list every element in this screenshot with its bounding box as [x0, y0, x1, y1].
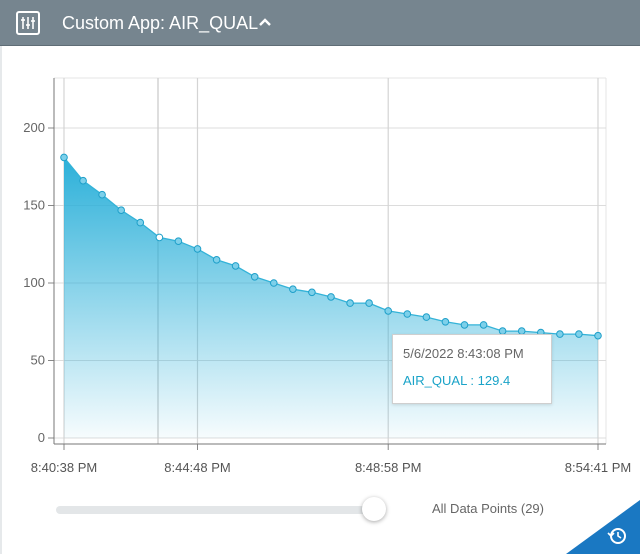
data-point	[327, 293, 335, 301]
data-point	[365, 299, 373, 307]
data-point	[384, 307, 393, 315]
data-point	[60, 153, 68, 162]
data-point	[479, 321, 488, 329]
data-point	[556, 330, 564, 338]
data-point	[270, 279, 278, 287]
data-tooltip: 5/6/2022 8:43:08 PM AIR_QUAL : 129.4	[392, 334, 552, 404]
data-point	[231, 262, 240, 270]
data-point	[460, 321, 469, 329]
data-points-slider[interactable]	[56, 506, 376, 514]
sliders-icon[interactable]	[16, 11, 40, 35]
tooltip-date: 5/6/2022 8:43:08 PM	[403, 346, 524, 361]
data-point	[403, 310, 412, 318]
data-point	[212, 256, 221, 264]
slider-handle[interactable]	[362, 497, 386, 521]
y-tick-label: 0	[38, 430, 45, 445]
app-header: Custom App: AIR_QUAL	[0, 0, 640, 46]
panel-border	[0, 46, 2, 554]
data-point	[594, 331, 602, 340]
data-point	[346, 299, 354, 307]
data-point	[174, 237, 183, 245]
x-tick-label: 8:54:41 PM	[565, 460, 632, 475]
data-point	[289, 285, 297, 293]
data-point	[155, 233, 164, 242]
data-point	[79, 176, 87, 185]
x-tick-label: 8:40:38 PM	[31, 460, 98, 475]
data-point	[575, 330, 583, 338]
data-point	[193, 245, 202, 253]
y-tick-label: 50	[31, 353, 45, 368]
page-title: Custom App: AIR_QUAL	[62, 13, 259, 33]
tooltip-value: AIR_QUAL : 129.4	[403, 373, 511, 388]
y-tick-label: 100	[23, 275, 45, 290]
y-tick-label: 200	[23, 120, 45, 135]
data-point	[422, 313, 431, 321]
chevron-up-icon[interactable]	[258, 16, 272, 28]
data-point	[117, 206, 125, 214]
data-points-label: All Data Points (29)	[432, 501, 544, 516]
data-point	[98, 190, 106, 199]
x-tick-label: 8:44:48 PM	[164, 460, 231, 475]
data-point	[250, 273, 259, 281]
data-point	[441, 318, 450, 326]
x-tick-label: 8:48:58 PM	[355, 460, 422, 475]
history-icon[interactable]	[566, 500, 640, 554]
data-point	[308, 288, 316, 297]
air-qual-chart: 0 50 100 150 200 8:40:38 PM 8:44:48 PM 8:48:58 …	[23, 77, 632, 475]
data-point	[136, 218, 145, 227]
y-tick-label: 150	[23, 198, 45, 213]
